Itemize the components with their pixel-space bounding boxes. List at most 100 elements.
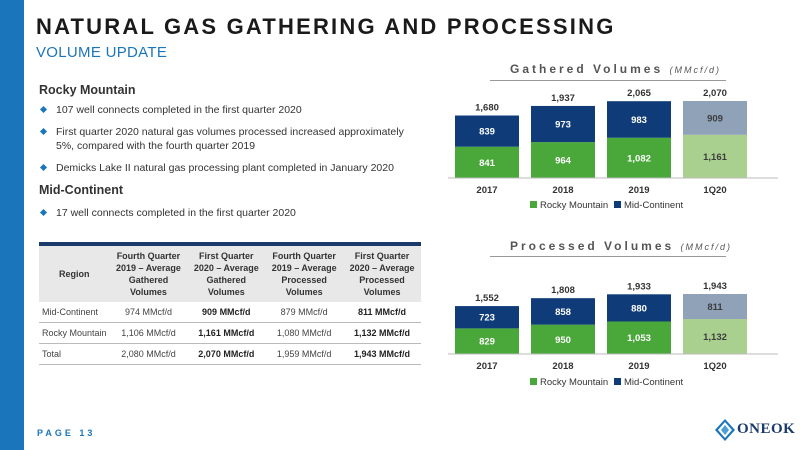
bar-mid-continent-2019 (607, 294, 671, 322)
volumes-table-wrapper: Region Fourth Quarter 2019 – Average Gat… (39, 242, 421, 365)
table-cell: 879 MMcf/d (265, 302, 344, 323)
bullet-item: 107 well connects completed in the first… (39, 103, 419, 117)
bar-rocky-mountain-1q20 (683, 134, 747, 178)
mid-continent-bullets: 17 well connects completed in the first … (39, 206, 419, 228)
bar-total-label: 1,808 (551, 285, 575, 296)
bar-mid-continent-2018 (531, 298, 595, 325)
bar-value-label: 983 (631, 115, 647, 126)
table-cell: 974 MMcf/d (109, 302, 188, 323)
bar-mid-continent-1q20 (683, 101, 747, 135)
table-cell: 1,943 MMcf/d (343, 343, 421, 365)
bar-value-label: 1,161 (703, 152, 727, 163)
legend-swatch-mid-continent (614, 201, 621, 208)
bar-total-label: 1,937 (551, 93, 575, 104)
gathered-chart-rule (490, 80, 726, 81)
gathered-volumes-chart: 841 839 1,680 2017 964 973 1,937 2018 1,082 983 2,… (448, 88, 778, 211)
bar-mid-continent-2019 (607, 101, 671, 138)
section-heading-rocky-mountain: Rocky Mountain (39, 83, 136, 97)
oneok-diamond-icon (715, 419, 735, 441)
legend-label: Rocky Mountain (540, 200, 608, 211)
table-cell: 1,959 MMcf/d (265, 343, 344, 365)
table-header-cell: First Quarter 2020 – Average Gathered Vo… (187, 244, 266, 302)
bar-value-label: 1,132 (703, 332, 727, 343)
logo-text: ONEOK (737, 421, 796, 437)
processed-chart-rule (490, 256, 726, 257)
bar-mid-continent-2017 (455, 306, 519, 329)
processed-volumes-chart: 829 723 1,552 2017 950 858 1,808 2018 1,053 880 1,… (448, 281, 778, 388)
bullet-item: Demicks Lake II natural gas processing p… (39, 161, 419, 175)
bullet-item: First quarter 2020 natural gas volumes p… (39, 125, 419, 153)
bar-value-label: 973 (555, 120, 571, 131)
table-cell: 811 MMcf/d (343, 302, 421, 323)
x-tick-label: 2018 (552, 361, 573, 372)
table-header-cell: First Quarter 2020 – Average Processed V… (343, 244, 421, 302)
x-tick-label: 2017 (476, 185, 497, 196)
oneok-logo: ONEOK (715, 418, 795, 442)
bar-value-label: 950 (555, 335, 571, 346)
table-cell: 2,070 MMcf/d (187, 343, 266, 365)
table-cell-region: Rocky Mountain (39, 322, 110, 344)
table-cell: 909 MMcf/d (187, 302, 266, 323)
legend-label: Mid-Continent (624, 377, 683, 388)
table-cell: 1,080 MMcf/d (265, 322, 344, 344)
table-cell: 2,080 MMcf/d (109, 343, 188, 365)
x-tick-label: 2018 (552, 185, 573, 196)
bar-total-label: 1,933 (627, 281, 651, 292)
legend-label: Rocky Mountain (540, 377, 608, 388)
bar-value-label: 723 (479, 313, 495, 324)
x-tick-label: 2019 (628, 361, 649, 372)
x-tick-label: 2017 (476, 361, 497, 372)
legend-label: Mid-Continent (624, 200, 683, 211)
bar-rocky-mountain-2017 (455, 146, 519, 178)
bar-value-label: 880 (631, 303, 647, 314)
bar-mid-continent-2017 (455, 115, 519, 147)
table-header-cell: Fourth Quarter 2019 – Average Gathered V… (109, 244, 188, 302)
bar-rocky-mountain-2017 (455, 328, 519, 354)
table-row: Rocky Mountain 1,106 MMcf/d 1,161 MMcf/d… (39, 322, 421, 344)
rocky-mountain-bullets: 107 well connects completed in the first… (39, 103, 419, 183)
gathered-chart-unit: (MMcf/d) (669, 65, 721, 75)
bar-total-label: 1,943 (703, 281, 727, 292)
bar-value-label: 858 (555, 307, 571, 318)
bar-mid-continent-2018 (531, 105, 595, 143)
table-cell: 1,161 MMcf/d (187, 322, 266, 344)
processed-chart-title: Processed Volumes (MMcf/d) (510, 239, 732, 253)
bar-total-label: 2,070 (703, 88, 727, 99)
bar-rocky-mountain-2019 (607, 321, 671, 354)
volumes-table: Region Fourth Quarter 2019 – Average Gat… (39, 242, 421, 365)
bar-value-label: 839 (479, 127, 495, 138)
gathered-chart-title: Gathered Volumes (MMcf/d) (510, 62, 721, 76)
bar-value-label: 1,053 (627, 333, 651, 344)
bar-rocky-mountain-2018 (531, 324, 595, 354)
table-cell: 1,106 MMcf/d (109, 322, 188, 344)
table-cell-region: Mid-Continent (39, 302, 110, 323)
page-title: NATURAL GAS GATHERING AND PROCESSING (36, 14, 616, 39)
table-row: Mid-Continent 974 MMcf/d 909 MMcf/d 879 … (39, 302, 421, 323)
table-header-row: Region Fourth Quarter 2019 – Average Gat… (39, 244, 421, 302)
table-row: Total 2,080 MMcf/d 2,070 MMcf/d 1,959 MM… (39, 343, 421, 365)
table-header-cell: Region (39, 244, 110, 302)
bar-value-label: 964 (555, 156, 572, 167)
legend-swatch-rocky-mountain (530, 201, 537, 208)
bar-rocky-mountain-1q20 (683, 319, 747, 354)
bar-value-label: 1,082 (627, 153, 651, 164)
bar-mid-continent-1q20 (683, 294, 747, 320)
table-cell: 1,132 MMcf/d (343, 322, 421, 344)
bar-value-label: 829 (479, 337, 495, 348)
bar-value-label: 909 (707, 113, 723, 124)
bar-total-label: 2,065 (627, 88, 651, 99)
side-accent-bar (0, 0, 24, 450)
processed-chart-title-text: Processed Volumes (510, 239, 675, 253)
gathered-chart-title-text: Gathered Volumes (510, 62, 664, 76)
bar-total-label: 1,552 (475, 293, 499, 304)
x-tick-label: 1Q20 (703, 361, 726, 372)
table-header-cell: Fourth Quarter 2019 – Average Processed … (265, 244, 344, 302)
bar-rocky-mountain-2019 (607, 137, 671, 178)
legend-swatch-mid-continent (614, 378, 621, 385)
legend-swatch-rocky-mountain (530, 378, 537, 385)
table-cell-region: Total (39, 343, 110, 365)
x-tick-label: 1Q20 (703, 185, 726, 196)
bar-value-label: 811 (707, 302, 723, 313)
bar-rocky-mountain-2018 (531, 142, 595, 178)
processed-chart-unit: (MMcf/d) (680, 242, 733, 252)
